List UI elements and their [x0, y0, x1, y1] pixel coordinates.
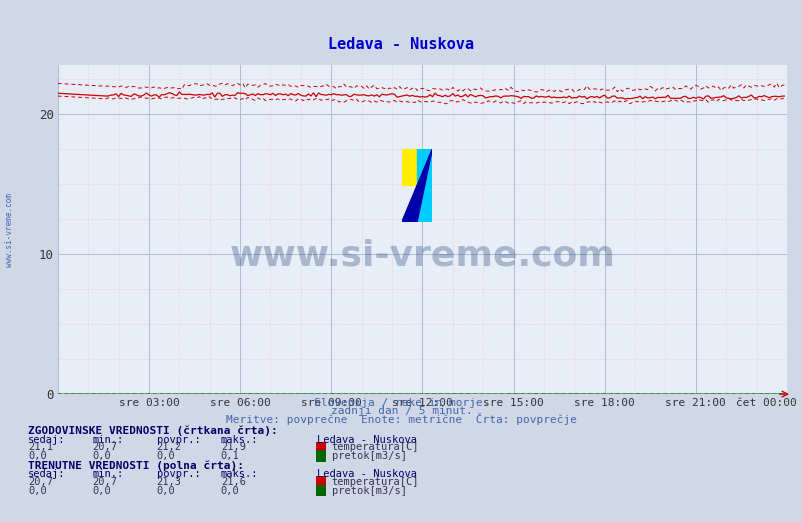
Bar [416, 149, 431, 222]
Text: 20,7: 20,7 [92, 443, 117, 453]
Text: 21,6: 21,6 [221, 477, 245, 487]
Text: 21,3: 21,3 [156, 477, 181, 487]
Text: min.:: min.: [92, 469, 124, 479]
Text: TRENUTNE VREDNOSTI (polna črta):: TRENUTNE VREDNOSTI (polna črta): [28, 460, 244, 471]
Text: 0,0: 0,0 [156, 486, 175, 496]
Text: maks.:: maks.: [221, 435, 258, 445]
Text: 0,0: 0,0 [221, 486, 239, 496]
Text: maks.:: maks.: [221, 469, 258, 479]
Text: povpr.:: povpr.: [156, 469, 200, 479]
Text: 21,1: 21,1 [28, 443, 53, 453]
Text: pretok[m3/s]: pretok[m3/s] [331, 486, 406, 496]
Text: 0,0: 0,0 [28, 486, 47, 496]
Text: ZGODOVINSKE VREDNOSTI (črtkana črta):: ZGODOVINSKE VREDNOSTI (črtkana črta): [28, 426, 277, 436]
Text: temperatura[C]: temperatura[C] [331, 477, 419, 487]
Bar [401, 149, 416, 185]
Text: 0,0: 0,0 [28, 452, 47, 461]
Text: Ledava - Nuskova: Ledava - Nuskova [328, 37, 474, 52]
Text: povpr.:: povpr.: [156, 435, 200, 445]
Text: 20,7: 20,7 [92, 477, 117, 487]
Polygon shape [401, 185, 416, 222]
Text: Ledava - Nuskova: Ledava - Nuskova [317, 435, 417, 445]
Text: 20,7: 20,7 [28, 477, 53, 487]
Text: 0,0: 0,0 [92, 452, 111, 461]
Text: sedaj:: sedaj: [28, 435, 66, 445]
Text: pretok[m3/s]: pretok[m3/s] [331, 452, 406, 461]
Text: temperatura[C]: temperatura[C] [331, 443, 419, 453]
Text: 21,9: 21,9 [221, 443, 245, 453]
Text: 0,0: 0,0 [92, 486, 111, 496]
Text: 0,1: 0,1 [221, 452, 239, 461]
Text: Slovenija / reke in morje.: Slovenija / reke in morje. [314, 398, 488, 408]
Text: www.si-vreme.com: www.si-vreme.com [5, 193, 14, 267]
Polygon shape [416, 149, 431, 222]
Text: 0,0: 0,0 [156, 452, 175, 461]
Text: zadnji dan / 5 minut.: zadnji dan / 5 minut. [330, 407, 472, 417]
Text: Meritve: povprečne  Enote: metrične  Črta: povprečje: Meritve: povprečne Enote: metrične Črta:… [225, 413, 577, 425]
Text: 21,2: 21,2 [156, 443, 181, 453]
Text: Ledava - Nuskova: Ledava - Nuskova [317, 469, 417, 479]
Text: sedaj:: sedaj: [28, 469, 66, 479]
Text: www.si-vreme.com: www.si-vreme.com [229, 239, 614, 273]
Text: min.:: min.: [92, 435, 124, 445]
